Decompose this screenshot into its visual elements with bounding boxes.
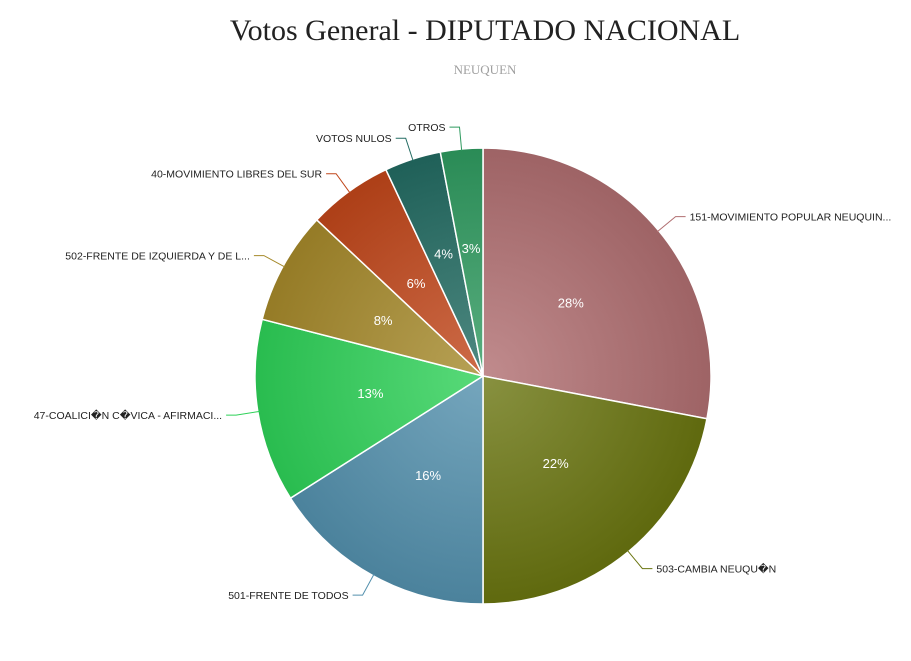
connector-line-151-movimiento-popular-neuquin (656, 216, 686, 233)
slice-label-votos-nulos: VOTOS NULOS (316, 133, 392, 145)
connector-line-501-frente-de-todos (352, 573, 375, 596)
slice-percent-47-coalici-n-c-vica-afirmaci: 13% (357, 386, 383, 401)
connector-line-40-movimiento-libres-del-sur (326, 173, 351, 194)
slice-percent-40-movimiento-libres-del-sur: 6% (407, 276, 426, 291)
slice-label-40-movimiento-libres-del-sur: 40-MOVIMIENTO LIBRES DEL SUR (151, 169, 322, 181)
slice-label-47-coalici-n-c-vica-afirmaci: 47-COALICI�N C�VICA - AFIRMACI... (34, 408, 222, 422)
slice-label-501-frente-de-todos: 501-FRENTE DE TODOS (228, 590, 348, 602)
slice-percent-otros: 3% (462, 241, 481, 256)
chart-subtitle: NEUQUEN (453, 62, 517, 77)
slice-percent-502-frente-de-izquierda-y-de-l: 8% (374, 313, 393, 328)
slice-label-502-frente-de-izquierda-y-de-l: 502-FRENTE DE IZQUIERDA Y DE L... (65, 251, 250, 263)
slice-label-503-cambia-neuqu-n: 503-CAMBIA NEUQU�N (656, 562, 776, 576)
connector-line-47-coalici-n-c-vica-afirmaci (226, 410, 260, 416)
slice-percent-501-frente-de-todos: 16% (415, 468, 441, 483)
connector-line-votos-nulos (395, 137, 414, 162)
slice-percent-votos-nulos: 4% (434, 247, 453, 262)
connector-line-502-frente-de-izquierda-y-de-l (253, 255, 286, 268)
connector-line-503-cambia-neuqu-n (626, 549, 653, 570)
slice-label-otros: OTROS (408, 122, 445, 134)
pie-slice-151-movimiento-popular-neuquin[interactable] (482, 147, 712, 420)
slice-percent-151-movimiento-popular-neuquin: 28% (558, 295, 584, 310)
slice-label-151-movimiento-popular-neuquin: 151-MOVIMIENTO POPULAR NEUQUIN... (690, 212, 892, 224)
chart-title: Votos General - DIPUTADO NACIONAL (229, 14, 741, 47)
slice-percent-503-cambia-neuqu-n: 22% (543, 456, 569, 471)
connector-line-otros (449, 126, 463, 152)
